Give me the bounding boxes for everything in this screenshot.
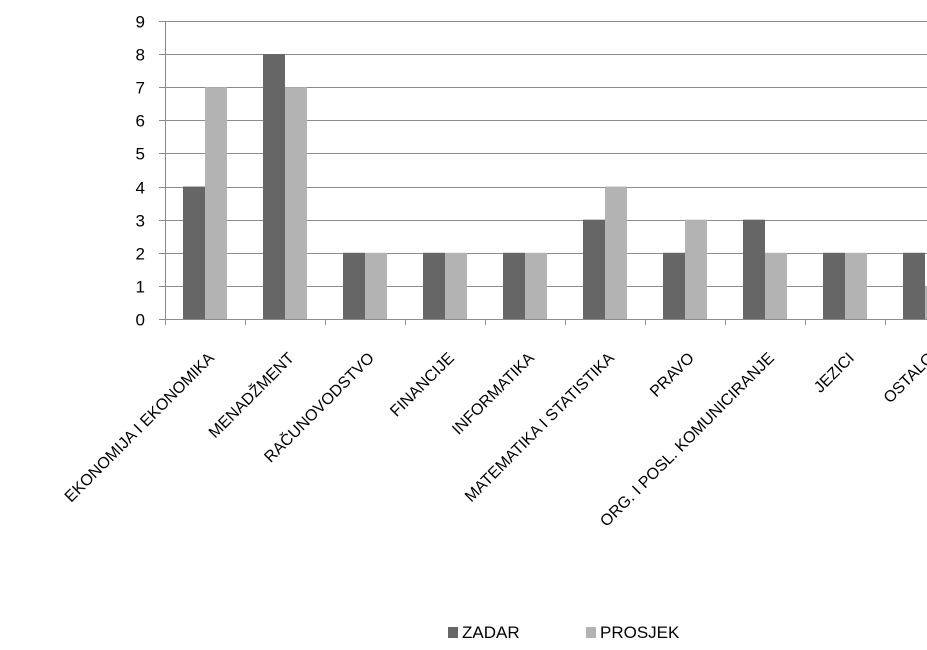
bar-zadar-7 [743,219,765,319]
bar-zadar-6 [663,252,685,319]
legend-swatch-prosjek [586,627,596,638]
x-category-label: JEZICI [811,350,858,397]
bar-zadar-1 [263,54,285,319]
bar-zadar-3 [423,252,445,319]
y-tick-label: 3 [136,212,145,231]
x-category-label: INFORMATIKA [449,350,538,439]
y-tick-label: 4 [136,179,145,198]
y-tick-label: 8 [136,46,145,65]
x-category-label: OSTALO [881,350,927,407]
bar-zadar-0 [183,186,205,319]
bar-prosjek-3 [445,252,467,319]
bar-prosjek-2 [365,252,387,319]
legend: ZADAR PROSJEK [448,623,680,642]
x-category-label: FINANCIJE [387,350,457,420]
y-tick-label: 5 [136,145,145,164]
y-tick-labels: 0 1 2 3 4 5 6 7 8 9 [136,13,145,330]
bar-prosjek-1 [285,87,307,319]
legend-label-prosjek: PROSJEK [600,623,680,642]
bar-prosjek-8 [845,252,867,319]
bar-prosjek-6 [685,219,707,319]
bar-prosjek-9 [925,285,927,319]
legend-label-zadar: ZADAR [462,623,520,642]
bar-prosjek-5 [605,186,627,319]
bar-zadar-2 [343,252,365,319]
x-category-label: PRAVO [647,350,698,401]
y-tick-label: 2 [136,245,145,264]
bars [183,54,927,319]
axes [159,21,927,325]
y-tick-label: 7 [136,79,145,98]
bar-zadar-8 [823,252,845,319]
bar-prosjek-0 [205,87,227,319]
bar-prosjek-4 [525,252,547,319]
bar-zadar-9 [903,252,925,319]
x-category-label: MATEMATIKA I STATISTIKA [462,350,618,506]
x-category-label: MENADŽMENT [205,348,298,441]
legend-swatch-zadar [448,627,458,638]
y-tick-label: 9 [136,13,145,32]
x-category-label: EKONOMIJA I EKONOMIKA [62,350,218,506]
y-tick-label: 6 [136,112,145,131]
x-category-label: ORG. I POSL. KOMUNICIRANJE [597,350,778,531]
bar-prosjek-7 [765,252,787,319]
y-tick-label: 0 [136,311,145,330]
bar-zadar-4 [503,252,525,319]
bar-zadar-5 [583,219,605,319]
category-labels: EKONOMIJA I EKONOMIKAMENADŽMENTRAČUNOVOD… [62,348,927,530]
y-tick-label: 1 [136,278,145,297]
